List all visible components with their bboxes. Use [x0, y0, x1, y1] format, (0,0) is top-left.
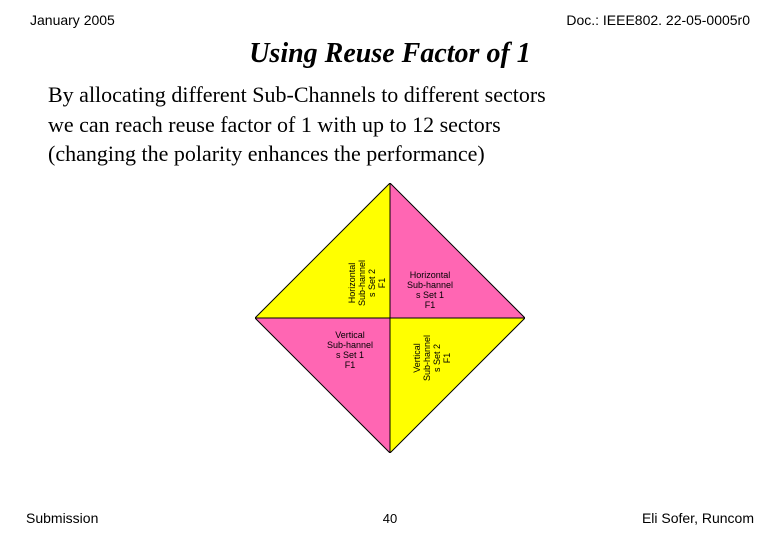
svg-text:Vertical: Vertical — [335, 330, 365, 340]
svg-text:s Set 2: s Set 2 — [432, 344, 442, 372]
diagram-container: HorizontalSub-hannels Set 1F1VerticalSub… — [0, 183, 780, 453]
svg-text:F1: F1 — [377, 278, 387, 289]
svg-text:Horizontal: Horizontal — [347, 263, 357, 304]
svg-text:Sub-hannel: Sub-hannel — [357, 260, 367, 306]
svg-text:Sub-hannel: Sub-hannel — [407, 280, 453, 290]
body-line-3: (changing the polarity enhances the perf… — [48, 139, 732, 169]
header-row: January 2005 Doc.: IEEE802. 22-05-0005r0 — [0, 0, 780, 32]
body-text: By allocating different Sub-Channels to … — [0, 80, 780, 169]
svg-text:Horizontal: Horizontal — [410, 270, 451, 280]
footer-row: Submission 40 Eli Sofer, Runcom — [0, 510, 780, 526]
svg-text:F1: F1 — [345, 360, 356, 370]
sector-diagram: HorizontalSub-hannels Set 1F1VerticalSub… — [255, 183, 525, 453]
body-line-2: we can reach reuse factor of 1 with up t… — [48, 110, 732, 140]
svg-text:s Set 1: s Set 1 — [416, 290, 444, 300]
slide-title: Using Reuse Factor of 1 — [0, 38, 780, 70]
svg-text:s Set 2: s Set 2 — [367, 269, 377, 297]
body-line-1: By allocating different Sub-Channels to … — [48, 80, 732, 110]
svg-text:Sub-hannel: Sub-hannel — [422, 335, 432, 381]
svg-text:F1: F1 — [425, 300, 436, 310]
header-date: January 2005 — [30, 12, 115, 28]
svg-text:Sub-hannel: Sub-hannel — [327, 340, 373, 350]
header-doc: Doc.: IEEE802. 22-05-0005r0 — [566, 12, 750, 28]
svg-text:Vertical: Vertical — [412, 343, 422, 373]
footer-left: Submission — [26, 510, 98, 526]
svg-text:s Set 1: s Set 1 — [336, 350, 364, 360]
svg-text:F1: F1 — [442, 353, 452, 364]
footer-right: Eli Sofer, Runcom — [642, 510, 754, 526]
page-number: 40 — [383, 511, 397, 526]
